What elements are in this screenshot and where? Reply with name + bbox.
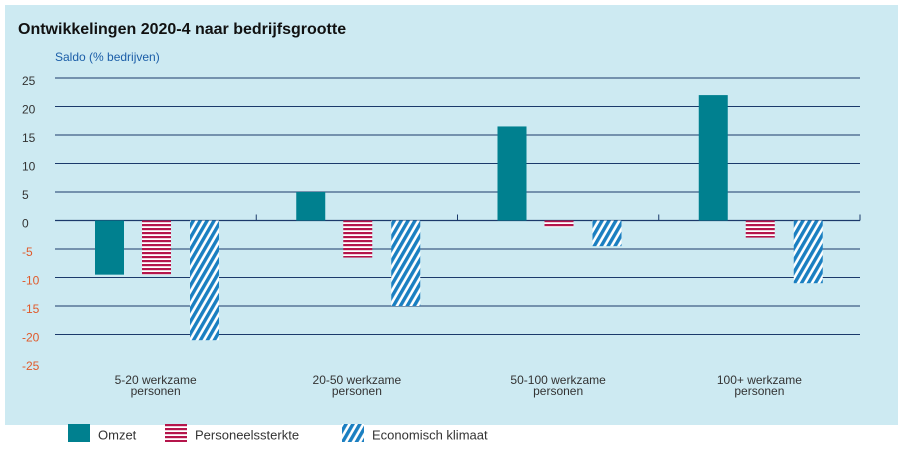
y-tick-label: 0 (22, 217, 29, 231)
y-tick-label: -25 (22, 359, 40, 373)
y-tick-label: 5 (22, 188, 29, 202)
bar (698, 95, 728, 221)
bar (95, 220, 124, 275)
y-tick-label: -10 (22, 274, 40, 288)
x-tick-label: 100+ werkzame personen (717, 373, 802, 398)
x-tick-label: 20-50 werkzame personen (313, 373, 402, 398)
y-tick-label: -20 (22, 331, 40, 345)
legend-swatch (342, 424, 364, 442)
y-tick-label: 15 (22, 131, 36, 145)
y-tick-label: 10 (22, 160, 36, 174)
bar (296, 192, 326, 221)
bar (793, 220, 823, 284)
legend-label: Economisch klimaat (372, 427, 488, 442)
y-tick-label: 25 (22, 74, 36, 88)
legend-swatch (165, 424, 187, 442)
y-tick-label: -5 (22, 245, 33, 259)
x-tick-label: 50-100 werkzame personen (510, 373, 606, 398)
y-tick-label: -15 (22, 302, 40, 316)
legend-label: Omzet (98, 427, 137, 442)
bar (142, 220, 171, 275)
bar (190, 220, 219, 341)
y-axis-label: Saldo (% bedrijven) (55, 50, 160, 64)
bar (592, 220, 622, 247)
legend-swatch (68, 424, 90, 442)
chart-title: Ontwikkelingen 2020-4 naar bedrijfsgroot… (18, 21, 346, 38)
bar (343, 220, 373, 258)
bar (497, 126, 527, 221)
bar (544, 220, 574, 228)
bar (391, 220, 421, 306)
y-tick-label: 20 (22, 103, 36, 117)
panel (5, 5, 898, 425)
legend-label: Personeelssterkte (195, 427, 299, 442)
bar (745, 220, 775, 238)
x-tick-label: 5-20 werkzame personen (115, 373, 197, 398)
legend-area (5, 425, 898, 447)
